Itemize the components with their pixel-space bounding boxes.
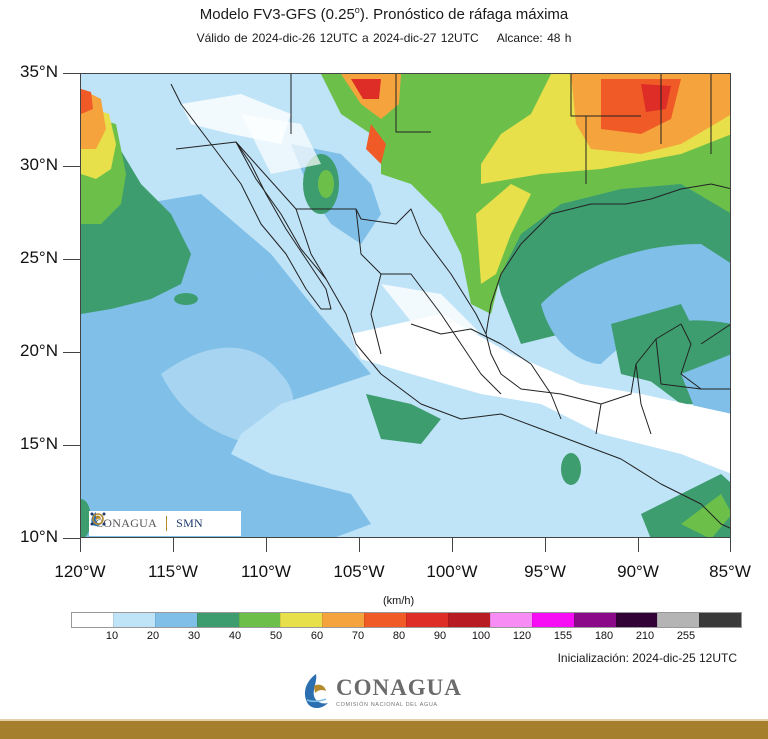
conagua-emblem-icon	[304, 674, 328, 709]
legend-units: (km/h)	[383, 595, 415, 607]
colorbar-label: 210	[635, 630, 655, 642]
chart-subtitle: Válido de 2024-dic-26 12UTC a 2024-dic-2…	[0, 31, 768, 45]
colorbar-label: 50	[269, 630, 283, 642]
lat-label-15: 15°N	[20, 434, 58, 453]
lon-tick	[638, 538, 639, 552]
colorbar-label: 90	[433, 630, 447, 642]
colorbar-label: 20	[146, 630, 160, 642]
colorbar-box	[489, 613, 532, 627]
lat-label-10: 10°N	[20, 527, 58, 546]
colorbar-label: 80	[392, 630, 406, 642]
smn-logo-icon	[90, 512, 106, 526]
initialization-time: Inicialización: 2024-dic-25 12UTC	[557, 651, 737, 665]
colorbar-label: 255	[676, 630, 696, 642]
colorbar-box	[364, 613, 407, 627]
lon-label-90w: 90°W	[617, 562, 659, 581]
validity-range: Válido de 2024-dic-26 12UTC a 2024-dic-2…	[196, 31, 479, 45]
lat-tick	[63, 259, 80, 260]
lat-label-20: 20°N	[20, 341, 58, 360]
colorbar-box	[280, 613, 323, 627]
conagua-word: CONAGUA	[336, 674, 462, 700]
lon-tick	[80, 538, 81, 552]
colorbar-box	[196, 613, 239, 627]
colorbar-box	[72, 613, 113, 627]
colorbar-label: 180	[594, 630, 614, 642]
lon-label-100w: 100°W	[426, 562, 478, 581]
colorbar-box	[238, 613, 281, 627]
lon-label-85w: 85°W	[709, 562, 751, 581]
colorbar	[71, 612, 743, 628]
lon-label-120w: 120°W	[54, 562, 106, 581]
degree-symbol: o	[354, 5, 360, 15]
colorbar-box	[615, 613, 658, 627]
colorbar-label: 10	[105, 630, 119, 642]
colorbar-label: 30	[187, 630, 201, 642]
lat-tick	[63, 445, 80, 446]
logo-separator	[166, 516, 168, 531]
map-canvas	[81, 74, 730, 537]
lon-tick	[452, 538, 453, 552]
lon-tick	[173, 538, 174, 552]
colorbar-label: 60	[310, 630, 324, 642]
colorbar-box	[112, 613, 155, 627]
inset-logo-box: CONAGUA SMN	[89, 511, 241, 536]
lead-time: Alcance: 48 h	[496, 31, 572, 45]
smn-inset-text: SMN	[176, 516, 204, 530]
chart-title: Modelo FV3-GFS (0.25o). Pronóstico de rá…	[199, 5, 569, 23]
conagua-footer-logo: CONAGUA COMISIÓN NACIONAL DEL AGUA	[300, 672, 462, 710]
lat-tick	[63, 73, 80, 74]
lat-label-25: 25°N	[20, 248, 58, 267]
lat-tick	[63, 538, 80, 539]
wind-gust-map[interactable]: CONAGUA SMN	[80, 73, 731, 538]
lon-tick	[730, 538, 731, 552]
lat-tick	[63, 166, 80, 167]
lon-tick	[545, 538, 546, 552]
colorbar-box	[573, 613, 616, 627]
colorbar-box	[154, 613, 197, 627]
colorbar-label: 120	[512, 630, 532, 642]
lon-tick	[359, 538, 360, 552]
colorbar-box	[699, 613, 742, 627]
colorbar-box	[406, 613, 449, 627]
lon-label-95w: 95°W	[524, 562, 566, 581]
lat-label-30: 30°N	[20, 155, 58, 174]
colorbar-box	[322, 613, 365, 627]
colorbar-label: 40	[228, 630, 242, 642]
footer-bar	[0, 719, 768, 739]
lon-label-115w: 115°W	[148, 562, 198, 581]
colorbar-box	[531, 613, 574, 627]
lat-tick	[63, 352, 80, 353]
conagua-inset-text: CONAGUA	[95, 516, 158, 530]
colorbar-box	[448, 613, 490, 627]
lon-tick	[266, 538, 267, 552]
conagua-wordmark: CONAGUA COMISIÓN NACIONAL DEL AGUA	[336, 675, 462, 708]
colorbar-label: 155	[553, 630, 573, 642]
lon-label-105w: 105°W	[333, 562, 385, 581]
lon-label-110w: 110°W	[241, 562, 291, 581]
lat-label-35: 35°N	[20, 62, 58, 81]
colorbar-label: 70	[351, 630, 365, 642]
colorbar-box	[657, 613, 700, 627]
colorbar-label: 100	[471, 630, 491, 642]
conagua-tagline: COMISIÓN NACIONAL DEL AGUA	[336, 701, 438, 708]
